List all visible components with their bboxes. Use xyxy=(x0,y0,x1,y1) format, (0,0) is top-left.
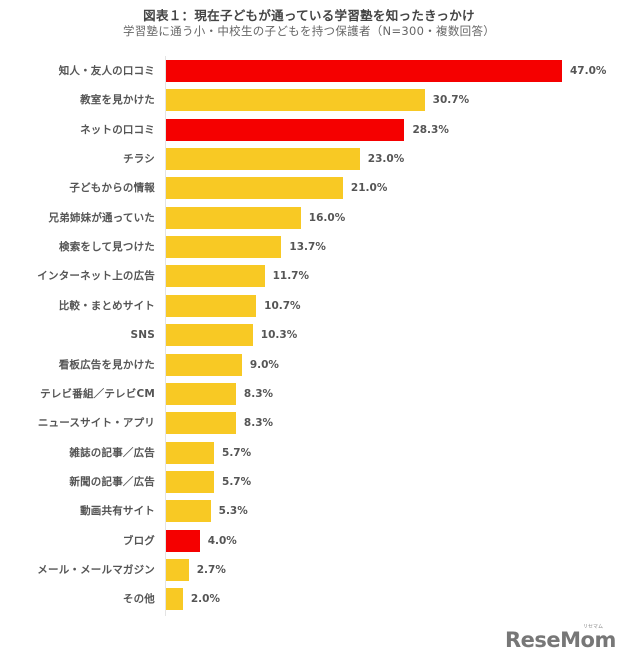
value-label: 30.7% xyxy=(432,94,470,107)
bar-row: 子どもからの情報 21.0% xyxy=(0,177,618,200)
category-label: メール・メールマガジン xyxy=(37,563,155,576)
value-label: 8.3% xyxy=(243,387,274,400)
bar-row: テレビ番組／テレビCM 8.3% xyxy=(0,382,618,405)
bar xyxy=(166,265,265,288)
category-label: ブログ xyxy=(122,534,155,547)
chart-subtitle: 学習塾に通う小・中校生の子どもを持つ保護者（N=300・複数回答） xyxy=(122,24,496,38)
resemom-logo-kana: リセマム xyxy=(583,624,604,630)
bar-row: 教室を見かけた 30.7% xyxy=(0,89,618,112)
value-label: 10.3% xyxy=(260,329,298,342)
category-label: SNS xyxy=(130,329,155,342)
bar xyxy=(166,470,215,493)
bar xyxy=(166,382,236,405)
category-label: 雑誌の記事／広告 xyxy=(69,446,155,459)
value-label: 16.0% xyxy=(308,211,346,224)
value-label: 8.3% xyxy=(243,417,274,430)
category-label: 兄弟姉妹が通っていた xyxy=(48,211,155,224)
category-label: 教室を見かけた xyxy=(80,94,155,107)
value-label: 2.7% xyxy=(196,563,226,576)
category-label: 新聞の記事／広告 xyxy=(69,475,155,488)
chart-title: 図表１：現在子どもが通っている学習塾を知ったきっかけ xyxy=(143,8,475,23)
bar-row: その他 2.0% xyxy=(0,588,618,611)
bar xyxy=(166,177,343,200)
bar xyxy=(166,588,183,611)
value-label: 5.3% xyxy=(218,505,248,518)
category-label: 比較・まとめサイト xyxy=(58,299,155,312)
bar-row: 知人・友人の口コミ 47.0% xyxy=(0,60,618,82)
bar xyxy=(166,500,211,523)
category-label: 検索をして見つけた xyxy=(59,241,155,254)
bar-row: チラシ 23.0% xyxy=(0,148,618,171)
bar-row: 兄弟姉妹が通っていた 16.0% xyxy=(0,206,618,229)
category-label: その他 xyxy=(122,593,155,606)
category-label: インターネット上の広告 xyxy=(37,270,155,283)
value-label: 2.0% xyxy=(190,593,220,606)
value-label: 13.7% xyxy=(289,241,326,254)
bar xyxy=(166,118,405,141)
bar xyxy=(166,148,360,171)
value-label: 5.7% xyxy=(222,475,252,488)
category-label: テレビ番組／テレビCM xyxy=(40,387,155,400)
category-label: ニュースサイト・アプリ xyxy=(37,417,155,430)
bar-row: 検索をして見つけた 13.7% xyxy=(0,236,618,259)
bar xyxy=(166,412,236,435)
category-label: 看板広告を見かけた xyxy=(58,358,155,371)
y-axis-line xyxy=(165,56,166,616)
bar-row: SNS 10.3% xyxy=(0,324,618,347)
category-label: チラシ xyxy=(123,153,155,166)
bar-row: 雑誌の記事／広告 5.7% xyxy=(0,441,618,464)
bar-row: 看板広告を見かけた 9.0% xyxy=(0,353,618,376)
category-label: 動画共有サイト xyxy=(80,505,155,518)
value-label: 10.7% xyxy=(264,299,301,312)
value-label: 47.0% xyxy=(570,65,607,77)
value-label: 11.7% xyxy=(272,270,310,283)
value-label: 28.3% xyxy=(412,123,449,136)
category-label: 子どもからの情報 xyxy=(69,182,155,195)
bar xyxy=(166,60,562,82)
bar-row: ニュースサイト・アプリ 8.3% xyxy=(0,412,618,435)
bar xyxy=(166,236,282,259)
value-label: 21.0% xyxy=(350,182,388,195)
resemom-logo: ReseMom xyxy=(505,628,616,652)
bar-row: ブログ 4.0% xyxy=(0,529,618,552)
bar-row: 動画共有サイト 5.3% xyxy=(0,500,618,523)
value-label: 9.0% xyxy=(249,358,279,371)
value-label: 4.0% xyxy=(207,534,237,547)
bar-row: 比較・まとめサイト 10.7% xyxy=(0,294,618,317)
category-label: 知人・友人の口コミ xyxy=(58,65,155,77)
bar xyxy=(166,324,253,347)
bar xyxy=(166,89,425,112)
bar xyxy=(166,529,200,552)
bar xyxy=(166,558,189,581)
bar xyxy=(166,353,242,376)
bar xyxy=(166,294,257,317)
bar-row: メール・メールマガジン 2.7% xyxy=(0,558,618,581)
bar-row: ネットの口コミ 28.3% xyxy=(0,118,618,141)
category-label: ネットの口コミ xyxy=(80,123,155,136)
bar-row: 新聞の記事／広告 5.7% xyxy=(0,470,618,493)
bar xyxy=(166,441,215,464)
bar-row: インターネット上の広告 11.7% xyxy=(0,265,618,288)
value-label: 23.0% xyxy=(367,153,405,166)
value-label: 5.7% xyxy=(222,446,252,459)
bar xyxy=(166,206,301,229)
